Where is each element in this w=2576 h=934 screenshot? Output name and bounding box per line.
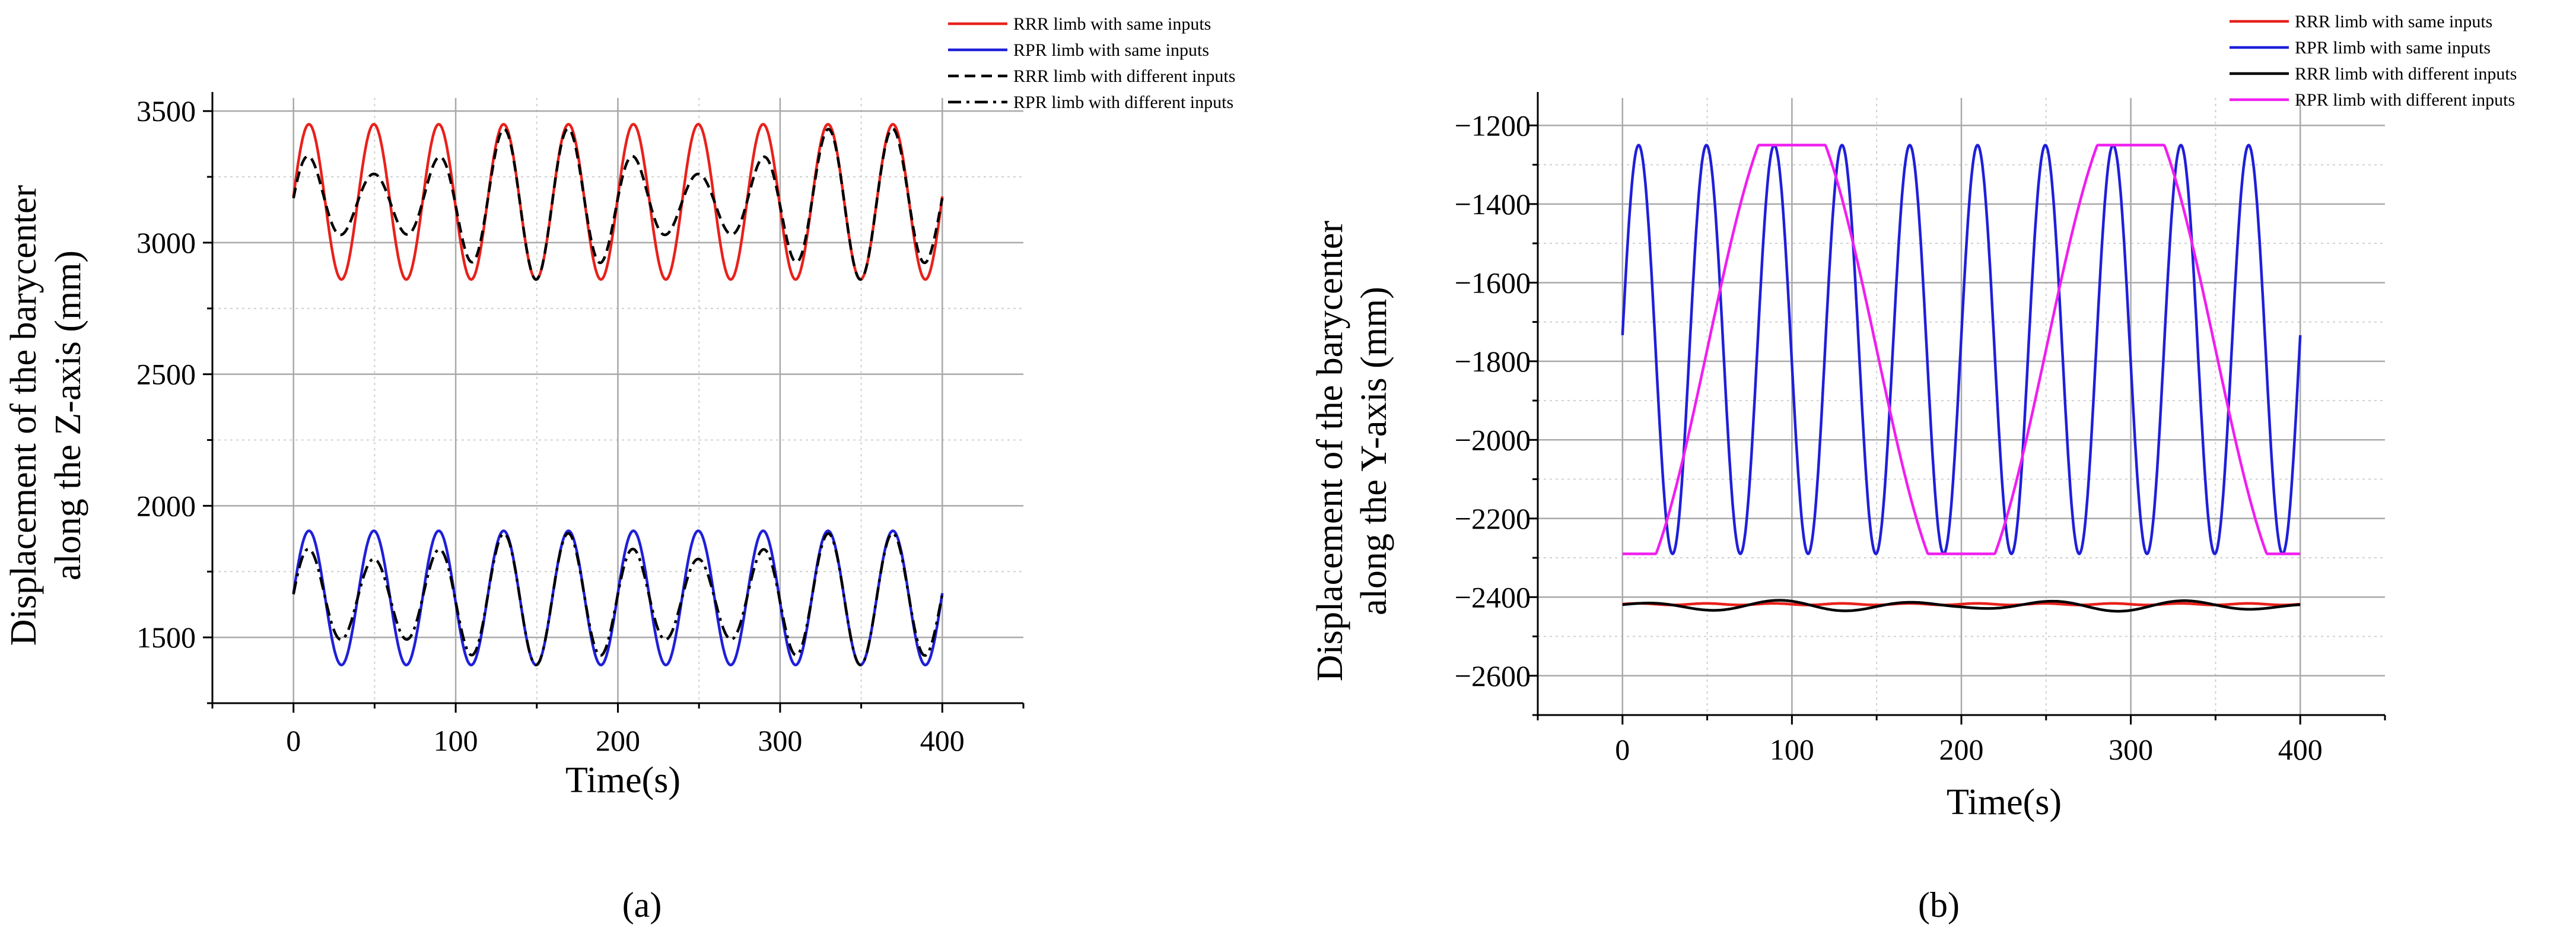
series-line-rrr-limb-with-same-inputs: [1621, 602, 2301, 606]
chart-a-y-axis-label-line1: Displacement of the barycenter: [4, 185, 44, 646]
series-line-rrr-limb-with-different-inputs: [1621, 599, 2301, 613]
chart-b-grid: [1538, 98, 2385, 716]
legend-label: RPR limb with different inputs: [1013, 93, 1233, 112]
chart-b-y-axis-label-line1: Displacement of the barycenter: [1310, 220, 1350, 681]
y-tick-label: 2500: [136, 358, 196, 391]
chart-b-ticks: −1200 −1400 −1600 −1800 −2000 −2200 −2400 −2600…: [1455, 109, 2386, 766]
chart-b-legend: RRR limb with same inputs RPR limb with s…: [2230, 12, 2517, 110]
series-line-rpr-limb-with-different-inputs: [1621, 144, 2301, 555]
y-tick-label: 2000: [136, 489, 196, 522]
chart-b-y-axis-label-line2: along the Y-axis (mm): [1354, 287, 1394, 615]
y-tick-label: −1200: [1455, 109, 1531, 142]
y-tick-label: −2400: [1455, 580, 1531, 614]
chart-a-x-axis-label: Time(s): [565, 760, 680, 800]
x-tick-label: 0: [286, 724, 301, 757]
series-line-rpr-limb-with-same-inputs: [1621, 144, 2302, 555]
legend-label: RRR limb with same inputs: [2295, 12, 2492, 31]
series-line-rrr-limb-with-different-inputs: [292, 127, 944, 281]
panel-a-label: (a): [622, 885, 662, 925]
chart-a-y-axis-label-line2: along the Z-axis (mm): [48, 250, 88, 580]
x-tick-label: 0: [1615, 733, 1630, 766]
y-tick-label: −1800: [1455, 345, 1531, 378]
y-tick-label: −1600: [1455, 266, 1531, 299]
chart-panel-b: −1200 −1400 −1600 −1800 −2000 −2200 −2400 −2600…: [1310, 12, 2517, 925]
y-tick-label: −2600: [1455, 659, 1531, 692]
legend-label: RPR limb with different inputs: [2295, 90, 2515, 110]
chart-a-series: [292, 123, 944, 666]
x-tick-label: 100: [434, 724, 478, 757]
chart-panel-a: 1500 2000 2500 3000 3500 0 100 200 300 400 Time(s…: [4, 14, 1235, 925]
x-tick-label: 300: [2108, 733, 2153, 766]
x-tick-label: 200: [1939, 733, 1984, 766]
x-tick-label: 300: [758, 724, 802, 757]
legend-label: RRR limb with different inputs: [2295, 64, 2517, 84]
chart-a-ticks: 1500 2000 2500 3000 3500 0 100 200 300 400: [136, 94, 1025, 757]
legend-label: RPR limb with same inputs: [1013, 40, 1209, 60]
x-tick-label: 400: [2278, 733, 2323, 766]
chart-a-legend: RRR limb with same inputs RPR limb with s…: [948, 14, 1235, 112]
panel-b-label: (b): [1918, 885, 1960, 925]
y-tick-label: 3000: [136, 226, 196, 259]
y-tick-label: −1400: [1455, 188, 1531, 221]
legend-label: RPR limb with same inputs: [2295, 38, 2491, 58]
legend-label: RRR limb with different inputs: [1013, 66, 1235, 86]
x-tick-label: 100: [1770, 733, 1814, 766]
chart-b-series: [1621, 144, 2302, 613]
x-tick-label: 200: [596, 724, 640, 757]
series-line-rpr-limb-with-different-inputs: [292, 532, 944, 666]
chart-b-x-axis-label: Time(s): [1947, 782, 2062, 822]
y-tick-label: −2200: [1455, 502, 1531, 535]
y-tick-label: −2000: [1455, 423, 1531, 456]
x-tick-label: 400: [920, 724, 965, 757]
legend-label: RRR limb with same inputs: [1013, 14, 1211, 34]
y-tick-label: 1500: [136, 621, 196, 654]
y-tick-label: 3500: [136, 94, 196, 128]
